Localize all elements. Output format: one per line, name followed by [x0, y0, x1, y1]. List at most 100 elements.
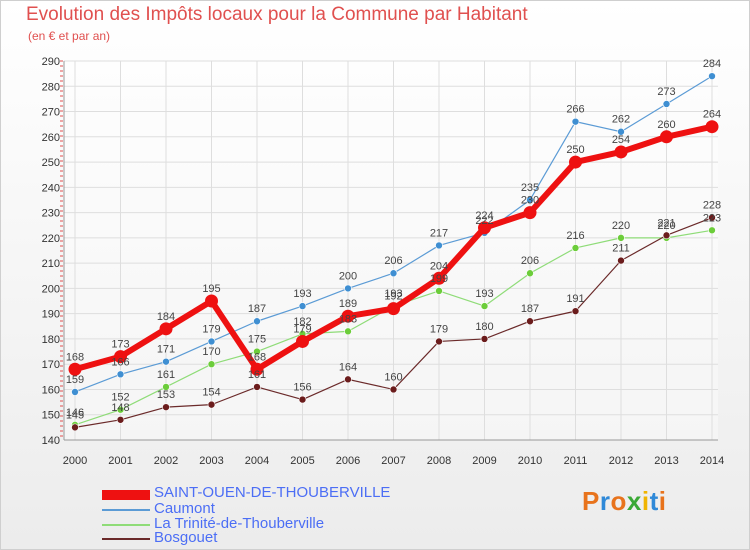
- data-point-bosgouet: [662, 231, 671, 240]
- y-tick-label: 220: [42, 233, 60, 245]
- x-tick-label: 2009: [472, 455, 496, 467]
- data-point-la-trinite-de-thouberville: [162, 383, 170, 391]
- data-point-bosgouet: [116, 415, 125, 424]
- data-label-caumont: 222: [475, 215, 493, 227]
- legend-label: Caumont: [154, 500, 215, 517]
- data-label-bosgouet: 211: [612, 243, 630, 255]
- x-tick-label: 2004: [245, 455, 269, 467]
- data-label-caumont: 262: [612, 114, 630, 126]
- data-point-saint-ouen-de-thouberville: [569, 155, 582, 169]
- data-point-saint-ouen-de-thouberville: [478, 221, 491, 235]
- data-label-caumont: 179: [202, 323, 220, 335]
- data-label-bosgouet: 221: [657, 217, 675, 229]
- data-point-saint-ouen-de-thouberville: [296, 334, 309, 348]
- legend-swatch: [102, 538, 150, 540]
- data-point-caumont: [708, 72, 716, 80]
- data-label-la-trinite-de-thouberville: 220: [612, 220, 630, 232]
- data-point-la-trinite-de-thouberville: [116, 405, 125, 414]
- data-label-la-trinite-de-thouberville: 223: [703, 212, 721, 224]
- data-label-la-trinite-de-thouberville: 193: [384, 288, 402, 300]
- data-label-la-trinite-de-thouberville: 152: [111, 392, 129, 404]
- data-label-bosgouet: 160: [384, 371, 402, 383]
- data-point-caumont: [662, 100, 671, 108]
- data-point-caumont: [526, 196, 534, 204]
- data-label-la-trinite-de-thouberville: 216: [566, 230, 584, 242]
- data-point-saint-ouen-de-thouberville: [432, 271, 446, 285]
- data-point-saint-ouen-de-thouberville: [705, 120, 719, 134]
- y-tick-label: 250: [42, 157, 60, 169]
- data-label-caumont: 171: [157, 344, 175, 356]
- data-label-la-trinite-de-thouberville: 146: [66, 407, 84, 419]
- brand-letter: t: [649, 486, 659, 516]
- y-tick-label: 190: [42, 309, 60, 321]
- data-label-caumont: 235: [521, 182, 539, 194]
- data-label-la-trinite-de-thouberville: 161: [157, 369, 175, 381]
- y-tick-label: 170: [42, 359, 60, 371]
- plot-area: [64, 61, 718, 440]
- y-tick-label: 160: [42, 384, 60, 396]
- data-label-saint-ouen-de-thouberville: 224: [475, 210, 493, 222]
- brand-letter: o: [610, 486, 627, 516]
- x-tick-label: 2014: [700, 455, 724, 467]
- data-label-la-trinite-de-thouberville: 182: [293, 316, 311, 328]
- data-point-la-trinite-de-thouberville: [480, 302, 489, 310]
- x-tick-label: 2002: [154, 455, 178, 467]
- data-label-bosgouet: 161: [248, 369, 266, 381]
- x-tick-label: 2000: [63, 455, 87, 467]
- data-label-bosgouet: 148: [111, 402, 129, 414]
- data-point-caumont: [298, 302, 307, 310]
- data-point-bosgouet: [708, 213, 716, 222]
- data-point-caumont: [116, 370, 125, 379]
- proxiti-logo: Proxiti: [582, 486, 666, 517]
- data-point-caumont: [344, 284, 352, 293]
- data-point-saint-ouen-de-thouberville: [387, 302, 400, 316]
- data-label-bosgouet: 154: [202, 387, 220, 399]
- brand-letter: x: [626, 486, 642, 516]
- y-tick-label: 260: [42, 132, 60, 144]
- data-label-saint-ouen-de-thouberville: 173: [111, 339, 129, 351]
- data-label-bosgouet: 187: [521, 303, 539, 315]
- legend-label: La Trinité-de-Thouberville: [154, 515, 325, 532]
- data-point-la-trinite-de-thouberville: [708, 226, 716, 235]
- data-label-bosgouet: 164: [339, 361, 357, 373]
- data-point-saint-ouen-de-thouberville: [114, 350, 127, 364]
- x-tick-label: 2008: [427, 455, 451, 467]
- legend-label: Bosgouet: [154, 529, 218, 546]
- data-point-bosgouet: [344, 375, 352, 384]
- data-label-saint-ouen-de-thouberville: 189: [339, 298, 357, 310]
- data-label-caumont: 284: [703, 58, 721, 70]
- data-point-bosgouet: [389, 385, 398, 394]
- data-label-bosgouet: 153: [157, 389, 175, 401]
- brand-letter: i: [641, 486, 650, 516]
- x-tick-label: 2001: [108, 455, 132, 467]
- data-label-bosgouet: 179: [430, 323, 448, 335]
- data-point-bosgouet: [71, 423, 79, 432]
- data-label-saint-ouen-de-thouberville: 254: [612, 134, 630, 146]
- data-point-saint-ouen-de-thouberville: [660, 130, 673, 144]
- data-label-caumont: 200: [339, 270, 357, 282]
- y-tick-label: 270: [42, 107, 60, 119]
- data-label-bosgouet: 191: [566, 293, 584, 305]
- y-tick-label: 280: [42, 81, 60, 93]
- data-label-bosgouet: 145: [66, 409, 84, 421]
- data-point-bosgouet: [526, 317, 534, 326]
- data-point-caumont: [435, 241, 443, 250]
- data-point-la-trinite-de-thouberville: [253, 347, 261, 356]
- x-tick-label: 2006: [336, 455, 360, 467]
- data-label-caumont: 217: [430, 227, 448, 239]
- data-point-saint-ouen-de-thouberville: [159, 322, 173, 336]
- data-point-bosgouet: [162, 403, 170, 411]
- data-point-bosgouet: [617, 256, 625, 265]
- y-tick-label: 210: [42, 258, 60, 270]
- data-point-bosgouet: [253, 383, 261, 391]
- y-tick-label: 200: [42, 283, 60, 295]
- data-label-la-trinite-de-thouberville: 199: [430, 273, 448, 285]
- y-tick-label: 230: [42, 208, 60, 220]
- data-point-saint-ouen-de-thouberville: [250, 362, 264, 376]
- x-tick-label: 2010: [518, 455, 542, 467]
- data-label-caumont: 159: [66, 374, 84, 386]
- data-point-saint-ouen-de-thouberville: [523, 206, 537, 220]
- data-point-bosgouet: [480, 335, 489, 343]
